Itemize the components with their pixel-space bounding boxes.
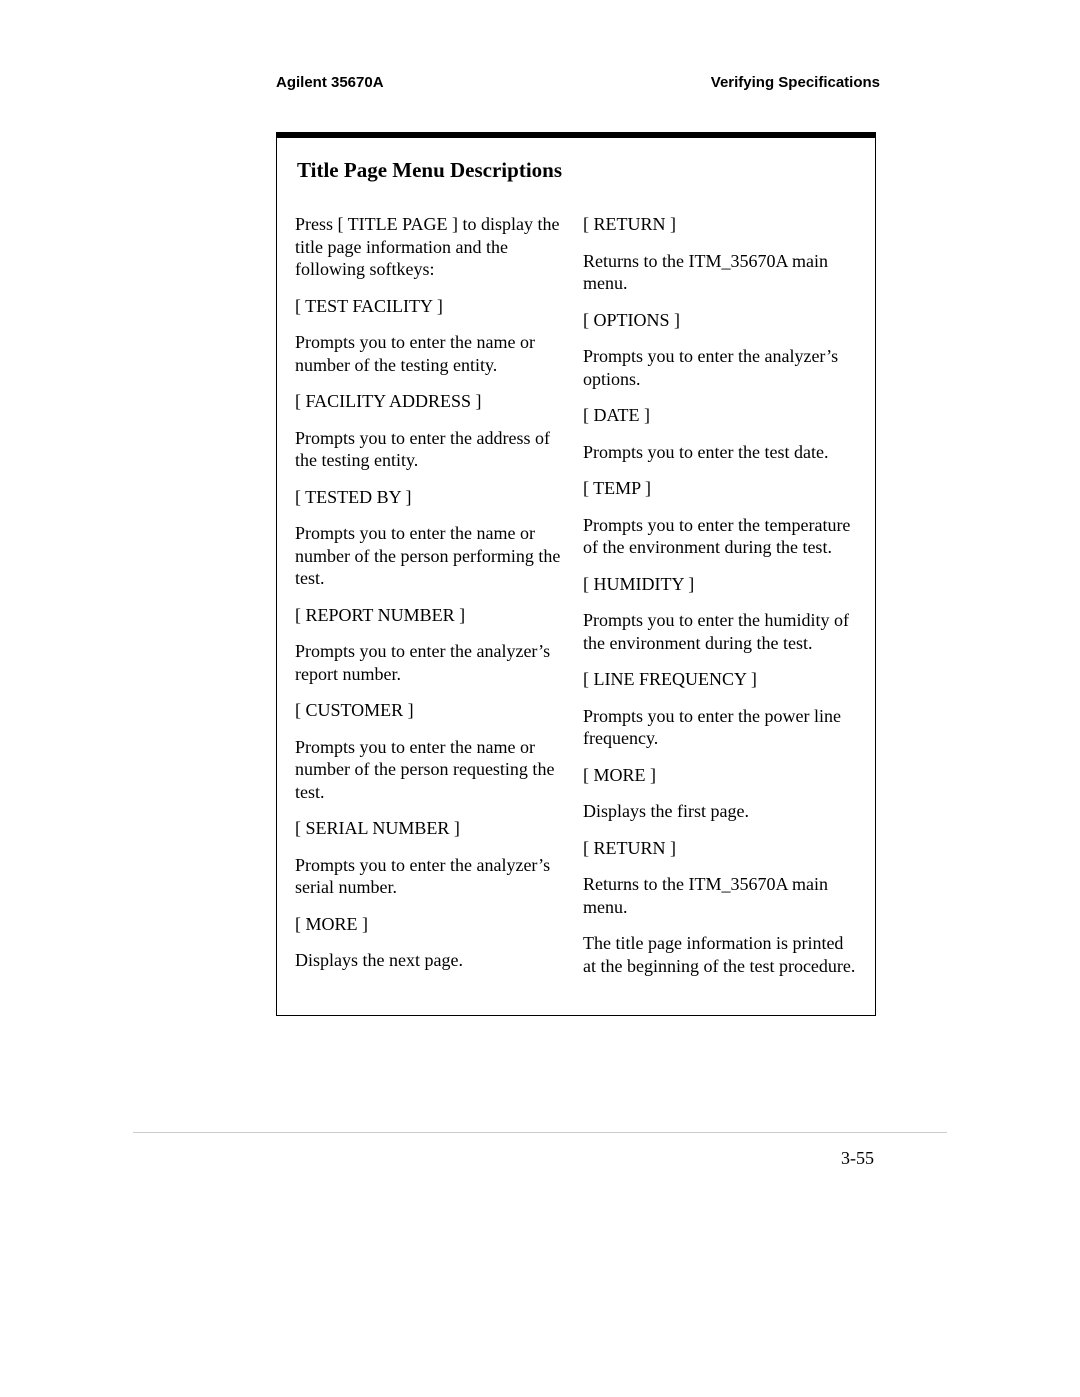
softkey-label: [ HUMIDITY ] <box>583 573 857 596</box>
softkey-description: Prompts you to enter the test date. <box>583 441 857 464</box>
softkey-description: Prompts you to enter the temperature of … <box>583 514 857 559</box>
softkey-label: [ MORE ] <box>295 913 569 936</box>
softkey-label: [ LINE FREQUENCY ] <box>583 668 857 691</box>
softkey-description: Prompts you to enter the name or number … <box>295 522 569 590</box>
intro-paragraph: Press [ TITLE PAGE ] to display the titl… <box>295 213 569 281</box>
softkey-description: Prompts you to enter the name or number … <box>295 331 569 376</box>
softkey-label: [ OPTIONS ] <box>583 309 857 332</box>
softkey-description: Prompts you to enter the address of the … <box>295 427 569 472</box>
softkey-description: Returns to the ITM_35670A main menu. <box>583 873 857 918</box>
closing-note: The title page information is printed at… <box>583 932 857 977</box>
header-right: Verifying Specifications <box>711 74 880 91</box>
softkey-label: [ TEST FACILITY ] <box>295 295 569 318</box>
header-left: Agilent 35670A <box>276 74 384 91</box>
page-number: 3-55 <box>841 1148 874 1169</box>
softkey-description: Prompts you to enter the power line freq… <box>583 705 857 750</box>
softkey-label: [ DATE ] <box>583 404 857 427</box>
softkey-label: [ REPORT NUMBER ] <box>295 604 569 627</box>
softkey-label: [ MORE ] <box>583 764 857 787</box>
softkey-description: Displays the next page. <box>295 949 569 972</box>
softkey-label: [ SERIAL NUMBER ] <box>295 817 569 840</box>
softkey-label: [ FACILITY ADDRESS ] <box>295 390 569 413</box>
page-header: Agilent 35670A Verifying Specifications <box>276 74 880 91</box>
softkey-description: Prompts you to enter the analyzer’s opti… <box>583 345 857 390</box>
section-title: Title Page Menu Descriptions <box>297 158 857 183</box>
softkey-description: Returns to the ITM_35670A main menu. <box>583 250 857 295</box>
softkey-label: [ TEMP ] <box>583 477 857 500</box>
two-column-layout: Press [ TITLE PAGE ] to display the titl… <box>295 213 857 991</box>
softkey-label: [ RETURN ] <box>583 837 857 860</box>
softkey-description: Prompts you to enter the humidity of the… <box>583 609 857 654</box>
softkey-label: [ RETURN ] <box>583 213 857 236</box>
document-page: Agilent 35670A Verifying Specifications … <box>0 0 1080 1397</box>
softkey-description: Prompts you to enter the analyzer’s seri… <box>295 854 569 899</box>
content-box: Title Page Menu Descriptions Press [ TIT… <box>276 132 876 1016</box>
softkey-description: Prompts you to enter the name or number … <box>295 736 569 804</box>
softkey-description: Prompts you to enter the analyzer’s repo… <box>295 640 569 685</box>
right-column: [ RETURN ] Returns to the ITM_35670A mai… <box>583 213 857 991</box>
footer-rule <box>133 1132 947 1133</box>
softkey-label: [ CUSTOMER ] <box>295 699 569 722</box>
softkey-description: Displays the first page. <box>583 800 857 823</box>
left-column: Press [ TITLE PAGE ] to display the titl… <box>295 213 569 991</box>
softkey-label: [ TESTED BY ] <box>295 486 569 509</box>
